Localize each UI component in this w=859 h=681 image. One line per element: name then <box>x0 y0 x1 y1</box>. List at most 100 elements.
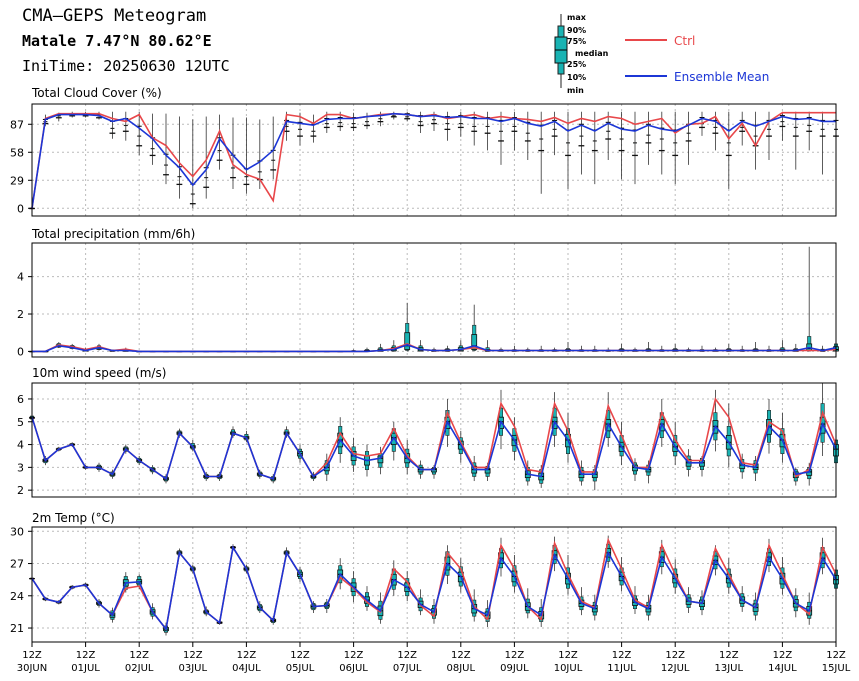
x-tick-hour: 12Z <box>505 650 525 661</box>
box-plot <box>806 111 813 151</box>
box-10-90 <box>726 142 731 144</box>
x-tick-date: 11JUL <box>607 663 636 674</box>
legend-mean-label: Ensemble Mean <box>674 70 769 84</box>
y-tick-label: 3 <box>17 461 24 474</box>
x-tick-hour: 12Z <box>558 650 578 661</box>
box-10-90 <box>418 121 423 123</box>
box-25-75 <box>404 118 411 120</box>
box-10-90 <box>123 124 128 127</box>
box-25-75 <box>337 125 344 128</box>
box-10-90 <box>472 125 477 128</box>
x-axis: 12Z 30JUN 12Z 01JUL 12Z 02JUL 12Z 03JUL 12Z 04JUL… <box>17 642 851 674</box>
box-10-90 <box>177 176 182 178</box>
box-25-75 <box>618 149 625 152</box>
y-tick-label: 0 <box>17 202 24 215</box>
x-tick-hour: 12Z <box>290 650 310 661</box>
panel-title: 10m wind speed (m/s) <box>32 366 166 380</box>
box-plot <box>390 111 397 120</box>
box-25-75 <box>578 145 585 147</box>
y-tick-label: 30 <box>10 525 24 538</box>
legend-box-label: 90% <box>567 26 586 35</box>
box-plot <box>189 119 196 209</box>
box-10-90 <box>378 118 383 120</box>
box-10-90 <box>592 140 597 142</box>
box-25-75 <box>149 154 156 157</box>
panel-title: 2m Temp (°C) <box>32 511 115 525</box>
box-plot <box>471 111 478 146</box>
box-25-75 <box>377 120 384 123</box>
x-tick-hour: 12Z <box>344 650 364 661</box>
y-tick-label: 58 <box>10 146 24 159</box>
box-25-75 <box>658 149 665 152</box>
box-25-75 <box>565 154 571 157</box>
box-25-75 <box>243 183 250 186</box>
legend-box-label: 25% <box>567 60 586 69</box>
box-plot <box>605 392 612 447</box>
x-tick-date: 08JUL <box>447 663 476 674</box>
y-tick-label: 29 <box>10 174 24 187</box>
box-plot <box>578 111 585 175</box>
x-tick-hour: 12Z <box>237 650 257 661</box>
box-plot <box>725 111 732 189</box>
ensemble-mean-line <box>31 112 836 209</box>
panel-2: Total precipitation (mm/6h) 0 2 4 <box>17 227 839 358</box>
y-tick-label: 27 <box>10 558 24 571</box>
y-tick-label: 6 <box>17 393 24 406</box>
box-10-90 <box>539 138 544 140</box>
box-10-90 <box>431 119 436 121</box>
box-10-90 <box>659 138 664 140</box>
x-tick-hour: 12Z <box>826 650 846 661</box>
box-10-90 <box>512 125 517 128</box>
box-10-90 <box>565 142 570 144</box>
box-plot <box>725 403 732 468</box>
box-10-90 <box>364 121 369 123</box>
box-10-90 <box>458 123 463 125</box>
legend-ctrl-label: Ctrl <box>674 34 695 48</box>
box-25-75 <box>605 138 612 140</box>
box-25-75 <box>109 132 116 134</box>
x-tick-hour: 12Z <box>22 650 42 661</box>
box-25-75 <box>55 117 62 119</box>
box-25-75 <box>511 130 518 132</box>
box-25-75 <box>444 128 451 131</box>
box-plot <box>163 113 169 185</box>
box-10-90 <box>552 128 557 130</box>
box-25-75 <box>203 186 210 188</box>
box-25-75 <box>189 203 196 205</box>
x-tick-date: 05JUL <box>286 663 315 674</box>
box-25-75 <box>524 140 531 142</box>
box-25-75 <box>806 130 813 132</box>
box-10-90 <box>807 124 812 127</box>
box-10-90 <box>204 177 209 179</box>
box-10-90 <box>780 121 785 123</box>
x-tick-hour: 12Z <box>773 650 793 661</box>
box-10-90 <box>244 176 249 178</box>
box-plot <box>792 111 799 170</box>
box-10-90 <box>740 126 745 128</box>
legend-box-label: min <box>567 86 584 95</box>
x-tick-date: 09JUL <box>500 663 529 674</box>
box-plot <box>122 111 129 141</box>
box-10-90 <box>820 128 825 130</box>
box-plot <box>216 114 223 170</box>
box-25-75 <box>591 149 598 152</box>
x-tick-hour: 12Z <box>129 650 149 661</box>
panel-4: 2m Temp (°C) 21 24 27 30 <box>10 511 839 643</box>
box-25-75 <box>230 176 236 179</box>
panel-1: Total Cloud Cover (%) 0 29 58 87 <box>10 86 839 217</box>
x-tick-date: 13JUL <box>715 663 744 674</box>
box-10-90 <box>217 150 222 152</box>
box-10-90 <box>324 123 329 125</box>
box-25-75 <box>82 115 89 117</box>
box-10-90 <box>297 128 302 130</box>
panel-frame <box>31 242 837 358</box>
box-10-90 <box>311 130 316 132</box>
box-25-75 <box>283 130 290 132</box>
box-25-75 <box>538 149 545 152</box>
legend-box-label: 10% <box>567 73 586 82</box>
box-plot <box>364 112 370 130</box>
box-25-75 <box>471 130 478 132</box>
box-25-75 <box>551 135 558 137</box>
x-tick-hour: 12Z <box>76 650 96 661</box>
box-plot <box>685 111 692 165</box>
